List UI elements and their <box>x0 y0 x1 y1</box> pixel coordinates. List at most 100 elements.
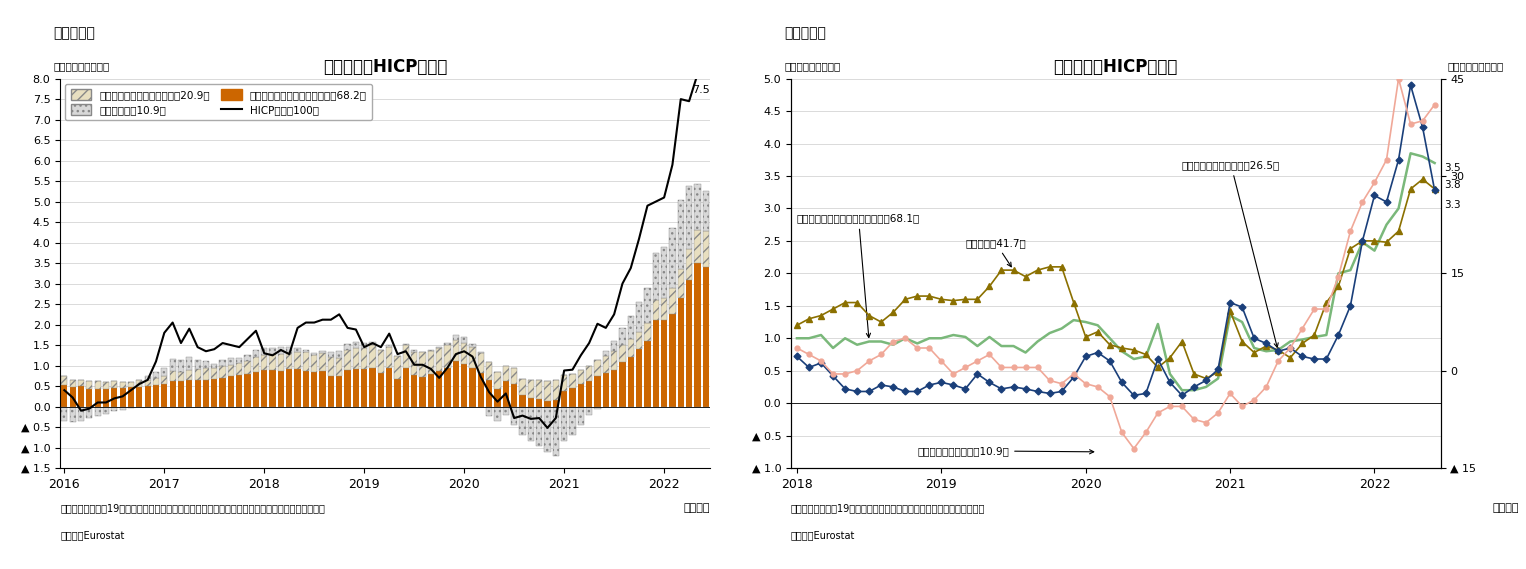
Bar <box>362 369 368 407</box>
Bar <box>403 345 409 368</box>
Bar <box>295 369 301 407</box>
Bar <box>302 370 310 407</box>
Bar <box>653 300 659 320</box>
Bar <box>102 389 110 407</box>
Bar <box>620 345 626 362</box>
Text: （月次）: （月次） <box>1492 503 1518 513</box>
Text: （資料）Eurostat: （資料）Eurostat <box>60 530 125 541</box>
Bar <box>261 348 267 355</box>
Bar <box>119 388 125 407</box>
Bar <box>436 348 443 370</box>
Text: サービス［41.7］: サービス［41.7］ <box>966 238 1025 267</box>
Bar <box>169 360 175 371</box>
Bar <box>244 354 250 361</box>
Bar <box>95 389 101 407</box>
Bar <box>270 354 276 370</box>
Bar <box>179 381 185 407</box>
Bar <box>128 387 134 407</box>
Bar <box>511 407 517 425</box>
Bar <box>661 298 667 320</box>
Bar <box>536 380 542 399</box>
Bar <box>111 381 118 388</box>
Bar <box>111 388 118 407</box>
Bar <box>145 380 151 386</box>
Bar <box>502 407 510 415</box>
Bar <box>594 360 601 376</box>
Bar <box>145 376 151 380</box>
Bar <box>678 298 684 407</box>
Bar <box>511 368 517 385</box>
Text: （前年同月比、％）: （前年同月比、％） <box>784 61 841 71</box>
Bar <box>461 337 467 343</box>
Bar <box>386 347 392 368</box>
Bar <box>311 353 317 354</box>
Bar <box>678 200 684 269</box>
Bar <box>444 345 450 368</box>
Bar <box>444 343 450 345</box>
Bar <box>478 373 484 407</box>
Bar <box>70 387 76 407</box>
Bar <box>620 328 626 345</box>
Bar <box>319 353 325 370</box>
Bar <box>436 347 443 348</box>
Bar <box>410 352 417 374</box>
Bar <box>678 269 684 298</box>
Bar <box>594 407 601 409</box>
Bar <box>353 348 359 369</box>
Bar <box>386 368 392 407</box>
Bar <box>586 381 592 407</box>
Bar <box>295 348 301 352</box>
Bar <box>319 351 325 353</box>
Bar <box>102 407 110 414</box>
Bar <box>78 386 84 407</box>
Bar <box>603 351 609 356</box>
Bar <box>394 356 401 379</box>
Bar <box>302 352 310 370</box>
Bar <box>203 380 209 407</box>
Bar <box>78 380 84 386</box>
Bar <box>61 385 67 407</box>
Bar <box>353 342 359 348</box>
Bar <box>95 381 101 389</box>
Bar <box>270 370 276 407</box>
Bar <box>70 380 76 387</box>
Bar <box>153 372 159 378</box>
Bar <box>636 332 642 349</box>
Bar <box>453 361 459 407</box>
Bar <box>494 389 501 407</box>
Bar <box>487 380 493 407</box>
Bar <box>562 391 568 407</box>
Bar <box>253 372 259 407</box>
Bar <box>528 407 534 442</box>
Bar <box>461 364 467 407</box>
Bar <box>653 320 659 407</box>
Text: 7.5: 7.5 <box>693 85 710 95</box>
Bar <box>70 407 76 422</box>
Bar <box>237 358 243 363</box>
Bar <box>569 388 575 407</box>
Bar <box>586 407 592 415</box>
Bar <box>670 288 676 314</box>
Bar <box>410 374 417 407</box>
Bar <box>620 362 626 407</box>
Bar <box>545 381 551 401</box>
Bar <box>478 353 484 373</box>
Text: （注）ユーロ圈は19か国のデータ、［］内は総合指数に対するウェイト: （注）ユーロ圈は19か国のデータ、［］内は総合指数に対するウェイト <box>790 503 986 513</box>
Bar <box>394 379 401 407</box>
Bar <box>162 369 168 376</box>
Bar <box>153 385 159 407</box>
Bar <box>470 347 476 368</box>
Bar <box>244 361 250 374</box>
Bar <box>578 384 584 407</box>
Text: 財（エネルギー除く）［26.5］: 財（エネルギー除く）［26.5］ <box>1183 160 1280 347</box>
Bar <box>470 344 476 347</box>
Bar <box>136 380 142 387</box>
Bar <box>162 384 168 407</box>
Bar <box>494 372 501 389</box>
Bar <box>487 362 493 380</box>
Bar <box>362 343 368 348</box>
Bar <box>627 357 633 407</box>
Bar <box>687 249 693 279</box>
Bar <box>536 399 542 407</box>
Bar <box>278 370 284 407</box>
